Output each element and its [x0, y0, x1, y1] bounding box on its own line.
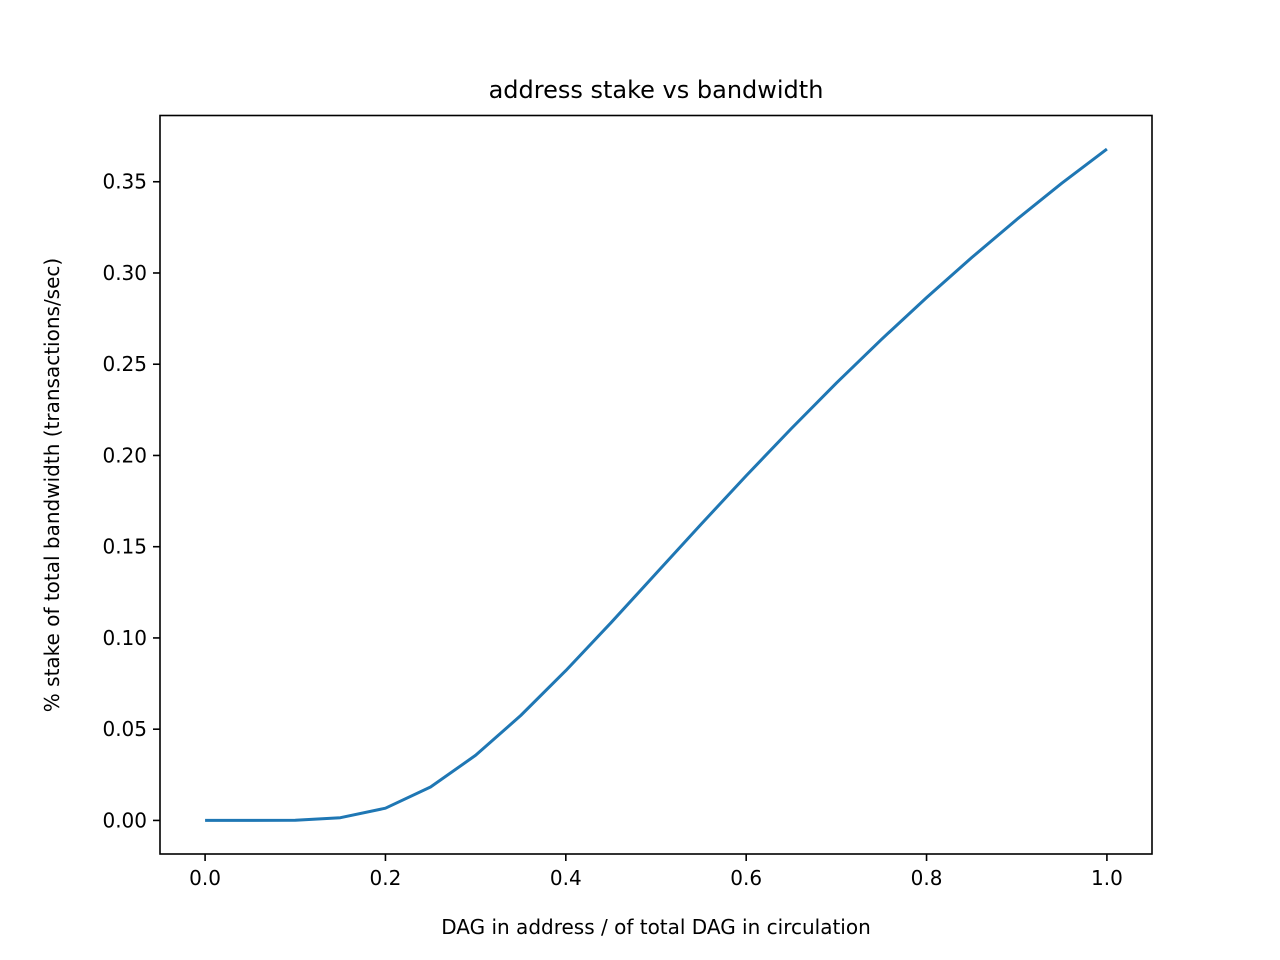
x-tick-label: 0.6 — [730, 866, 762, 890]
y-tick-label: 0.15 — [102, 535, 147, 559]
x-tick-label: 0.4 — [550, 866, 582, 890]
y-axis-title: % stake of total bandwidth (transactions… — [40, 258, 64, 712]
y-tick-label: 0.25 — [102, 352, 147, 376]
chart-title: address stake vs bandwidth — [489, 76, 824, 104]
y-tick-label: 0.00 — [102, 808, 147, 832]
x-axis: 0.0 0.2 0.4 0.6 0.8 1.0 — [189, 854, 1123, 890]
x-tick-label: 1.0 — [1091, 866, 1123, 890]
plot-frame — [159, 114, 1153, 855]
y-tick-label: 0.20 — [102, 443, 147, 467]
y-axis: 0.00 0.05 0.10 0.15 0.20 0.25 0.30 0.35 — [102, 170, 160, 832]
y-tick-label: 0.05 — [102, 717, 147, 741]
series-line — [205, 147, 1108, 822]
x-tick-label: 0.8 — [911, 866, 943, 890]
y-tick-label: 0.10 — [102, 626, 147, 650]
y-tick-label: 0.35 — [102, 170, 147, 194]
x-tick-label: 0.2 — [370, 866, 402, 890]
x-tick-label: 0.0 — [189, 866, 221, 890]
x-axis-title: DAG in address / of total DAG in circula… — [441, 915, 871, 939]
y-tick-label: 0.30 — [102, 261, 147, 285]
